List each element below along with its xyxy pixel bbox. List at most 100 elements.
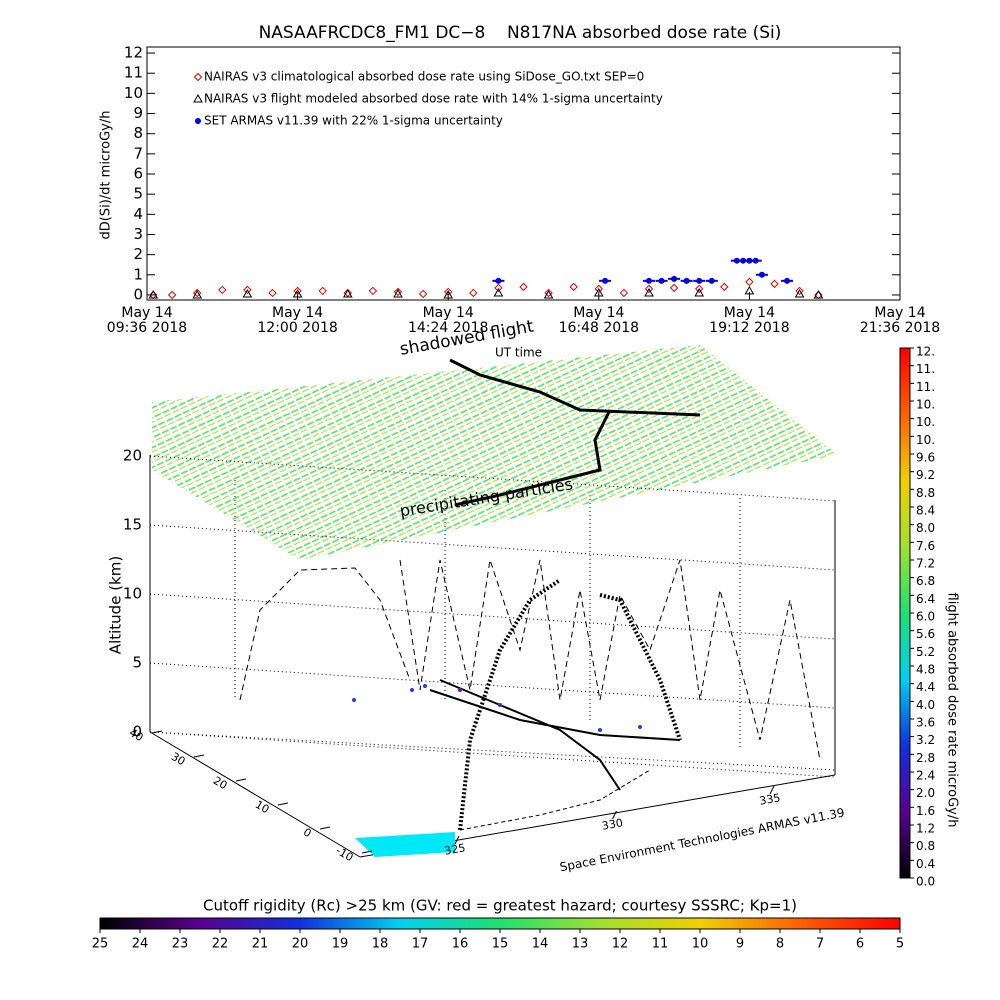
grid-line	[149, 455, 836, 502]
y-tick-label: 5	[133, 185, 143, 203]
data-point	[393, 288, 403, 298]
tick-label: 0.4	[916, 857, 935, 871]
data-point	[696, 277, 703, 284]
grid-line	[149, 524, 836, 571]
data-point	[740, 257, 747, 264]
data-point	[733, 257, 740, 264]
x-tick-label: May 14 14:24 2018	[407, 305, 489, 336]
tick-label: 10	[692, 937, 709, 952]
x-tick-label: May 14 09:36 2018	[106, 305, 188, 336]
tick-label: 23	[172, 937, 189, 952]
y-tick-label: 1	[133, 265, 143, 283]
tick-label: 11.	[916, 380, 935, 394]
grid-line	[149, 662, 836, 709]
tick-label: 2.4	[916, 769, 935, 783]
y-tick-label: 12	[124, 44, 143, 62]
tick-label: 6	[856, 937, 864, 952]
tick-label: 10.	[916, 415, 935, 429]
data-point	[268, 288, 277, 298]
x-tick-label: May 14 12:00 2018	[257, 305, 338, 336]
data-point	[694, 284, 704, 294]
tick-label: 6.0	[916, 610, 935, 624]
tick-label: 1.6	[916, 804, 935, 818]
legend-label: NAIRAS v3 flight modeled absorbed dose r…	[204, 92, 663, 106]
data-point	[368, 286, 378, 296]
y-tick-label: 0	[133, 285, 143, 303]
y-tick	[319, 826, 331, 830]
data-point	[758, 271, 765, 278]
data-point	[602, 277, 609, 284]
legend-marker	[193, 93, 203, 103]
tick-label: 4.8	[916, 663, 935, 677]
tick-label: 21	[252, 937, 269, 952]
tick-label: 16	[452, 937, 469, 952]
chart-title: NASAAFRCDC8_FM1 DC−8 N817NA absorbed dos…	[259, 23, 782, 43]
data-point	[469, 288, 478, 298]
data-point	[393, 287, 403, 297]
tick-label: 6.4	[916, 592, 935, 606]
data-point	[192, 289, 203, 299]
legend-label: NAIRAS v3 climatological absorbed dose r…	[204, 70, 644, 84]
y-tick-label: 8	[133, 124, 143, 142]
colorbar	[99, 917, 901, 930]
tick-label: 6.8	[916, 574, 935, 588]
y-tick-label: 3	[133, 225, 143, 243]
tick-label: 9.6	[916, 451, 935, 465]
tick-label: 4.0	[916, 698, 935, 712]
tick-label: 7.2	[916, 557, 935, 571]
tick-label: 17	[412, 937, 429, 952]
data-point	[418, 289, 428, 299]
data-point	[167, 290, 177, 300]
tick-label: 14	[532, 937, 549, 952]
data-point	[569, 282, 578, 292]
tick-label: 9	[736, 937, 744, 952]
colorbar	[899, 347, 911, 879]
tick-label: 19	[332, 937, 349, 952]
dose-points-3d	[352, 684, 642, 732]
data-point	[658, 277, 665, 284]
tick-label: 10.	[916, 398, 935, 412]
data-point	[770, 279, 779, 289]
data-point	[644, 287, 654, 297]
tick-label: 8.8	[916, 486, 935, 500]
data-point	[242, 288, 253, 298]
tick-label: 15	[492, 937, 509, 952]
tick-label: 7	[816, 937, 824, 952]
data-point	[784, 277, 791, 284]
data-point	[343, 288, 353, 298]
y-tick-label: 7	[133, 144, 143, 162]
z-axis-label: Altitude (km)	[107, 556, 125, 654]
data-point	[243, 285, 252, 295]
x-tick-label: May 14 21:36 2018	[859, 305, 941, 336]
y-tick-label: 30	[169, 750, 188, 768]
data-point	[646, 277, 652, 284]
data-point	[671, 275, 678, 282]
x-tick-label: May 14 16:48 2018	[558, 305, 640, 336]
tick-label: 24	[132, 937, 149, 952]
data-point	[218, 285, 227, 295]
tick-label: 2.8	[916, 751, 935, 765]
z-tick-label: 0	[132, 723, 142, 741]
tick-label: 11	[652, 937, 669, 952]
tick-label: 3.2	[916, 733, 935, 747]
data-point	[744, 285, 755, 295]
tick-label: 18	[372, 937, 389, 952]
y-tick	[235, 778, 247, 782]
tick-label: 9.2	[916, 468, 935, 482]
data-point	[683, 277, 690, 284]
y-tick	[193, 754, 205, 758]
z-tick-label: 10	[123, 585, 142, 603]
y-tick-label: 10	[124, 84, 143, 102]
data-point	[494, 283, 503, 293]
legend-marker	[193, 72, 203, 82]
annotation: UT time	[495, 346, 542, 360]
colorbar-label: flight absorbed dose rate microGy/h	[945, 593, 960, 828]
data-point	[148, 289, 159, 299]
y-tick-label: 0	[301, 825, 314, 840]
y-axis-label: dD(Si)/dt microGy/h	[99, 111, 114, 240]
data-point	[318, 286, 327, 296]
y-tick-label: -10	[333, 844, 355, 864]
tick-label: 1.2	[916, 822, 935, 836]
